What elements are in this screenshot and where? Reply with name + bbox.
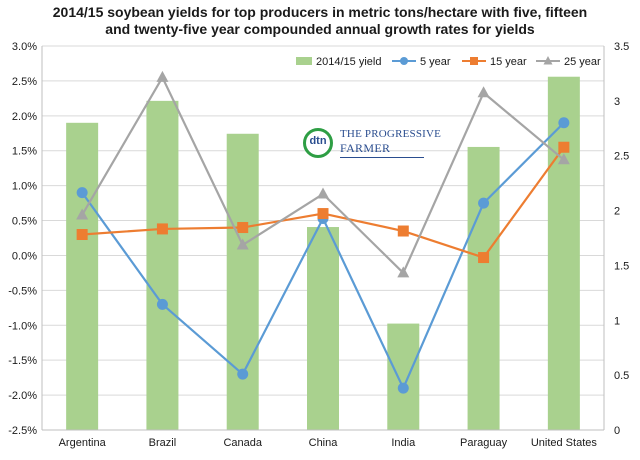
marker-triangle (477, 86, 490, 98)
marker-triangle (156, 70, 169, 82)
legend-label: 25 year (564, 56, 601, 68)
chart-title: 2014/15 soybean yields for top producers… (20, 4, 620, 38)
marker-square (558, 141, 570, 153)
yield-bar (387, 323, 420, 430)
marker-square (478, 252, 490, 264)
axes: -2.5% -2.0% -1.5% -1.0% -0.5% 0.0% 0.5% 1.0% 1.5… (8, 41, 629, 449)
left-axis-tick-label: 2.0% (12, 111, 37, 123)
right-axis-tick-label: 1 (614, 315, 620, 327)
x-axis-tick-label: United States (531, 437, 598, 449)
logo-brand-bottom: FARMER (340, 141, 391, 155)
chart-title-line-1: 2014/15 soybean yields for top producers… (52, 4, 588, 20)
right-axis-tick-label: 2.5 (614, 151, 629, 163)
marker-circle (397, 382, 409, 394)
dtn-logo-text: dtn (309, 135, 327, 147)
left-axis-tick-label: -0.5% (8, 285, 37, 297)
left-axis-tick-label: 1.0% (12, 181, 37, 193)
left-axis-tick-label: 1.5% (12, 146, 37, 158)
x-axis-tick-label: Canada (223, 437, 262, 449)
right-axis-tick-label: 1.5 (614, 260, 629, 272)
logo-brand-top: THE PROGRESSIVE (340, 128, 442, 140)
yield-bar (467, 146, 500, 431)
logo-rule (340, 157, 424, 158)
bar-series-yield (66, 76, 580, 431)
left-axis-tick-label: -2.5% (8, 425, 37, 437)
marker-square (237, 222, 249, 234)
legend: 2014/15 yield 5 year 15 year 25 year (296, 56, 601, 68)
left-axis-tick-label: 3.0% (12, 41, 37, 53)
marker-square (156, 223, 168, 235)
right-axis-tick-label: 3.5 (614, 41, 629, 53)
marker-circle (76, 187, 88, 199)
yield-bar (547, 76, 580, 430)
legend-marker-circle (400, 57, 408, 65)
line-series-group (76, 70, 570, 394)
x-axis-tick-label: Brazil (149, 437, 177, 449)
chart-title-line-2: and twenty-five year compounded annual g… (105, 21, 535, 37)
legend-label: 15 year (490, 56, 527, 68)
marker-triangle (76, 208, 89, 220)
yield-bar (66, 122, 99, 431)
dtn-progressive-farmer-logo: dtn THE PROGRESSIVE FARMER (300, 124, 441, 164)
right-axis-tick-label: 0 (614, 425, 620, 437)
marker-circle (558, 117, 570, 129)
legend-swatch-bar (296, 57, 312, 65)
right-axis-tick-label: 0.5 (614, 370, 629, 382)
marker-circle (237, 368, 249, 380)
left-axis-tick-label: -1.5% (8, 355, 37, 367)
legend-marker-square (470, 57, 478, 65)
left-axis-tick-label: 2.5% (12, 76, 37, 88)
x-axis-tick-label: India (391, 437, 416, 449)
marker-circle (156, 298, 168, 310)
yield-bar (307, 227, 339, 430)
marker-triangle (317, 187, 329, 199)
dtn-logo-circle (303, 128, 333, 158)
x-axis-tick-label: Paraguay (460, 437, 508, 449)
left-axis-tick-label: -1.0% (8, 320, 37, 332)
left-axis-tick-label: 0.0% (12, 250, 37, 262)
legend-label: 5 year (420, 56, 451, 68)
legend-marker-triangle (543, 56, 553, 65)
left-axis-tick-label: 0.5% (12, 216, 37, 228)
x-axis-tick-label: Argentina (59, 437, 107, 449)
marker-triangle (557, 153, 570, 165)
marker-square (397, 225, 409, 237)
legend-label: 2014/15 yield (316, 56, 381, 68)
marker-triangle (236, 238, 249, 250)
yield-bar (146, 100, 179, 430)
right-axis-tick-label: 3 (614, 96, 620, 108)
left-axis-tick-label: -2.0% (8, 390, 37, 402)
marker-circle (478, 197, 490, 209)
marker-triangle (397, 266, 410, 278)
x-axis-tick-label: China (309, 437, 339, 449)
marker-square (317, 208, 329, 220)
yield-bar (226, 133, 259, 430)
right-axis-tick-label: 2 (614, 206, 620, 218)
marker-square (76, 229, 88, 241)
